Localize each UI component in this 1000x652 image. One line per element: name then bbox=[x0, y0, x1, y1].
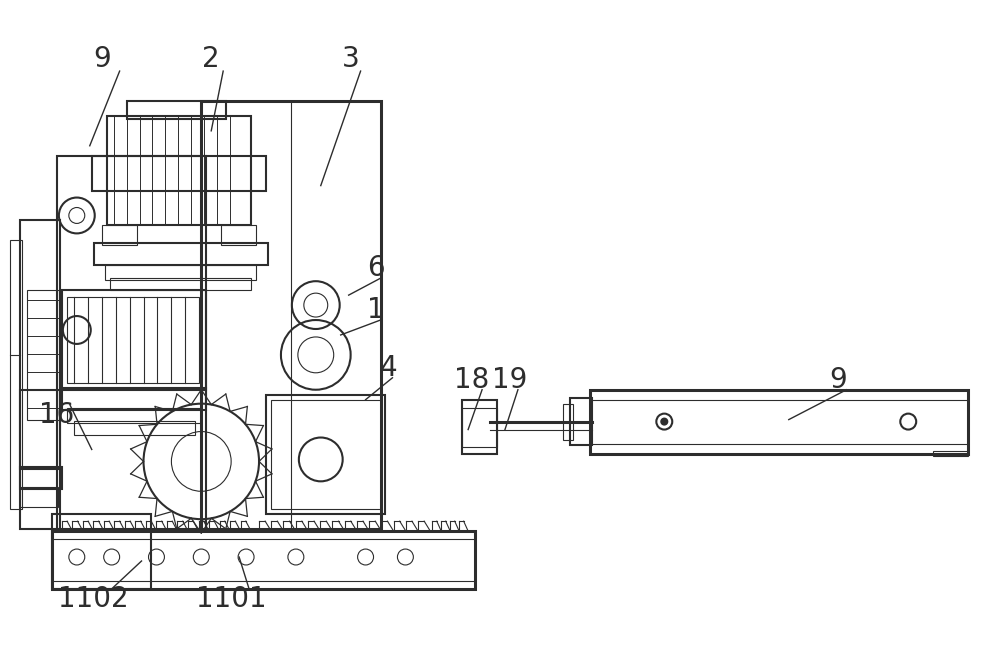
Text: 1102: 1102 bbox=[58, 585, 129, 613]
Bar bbox=[462, 400, 497, 454]
Text: 1101: 1101 bbox=[196, 585, 266, 613]
Text: 6: 6 bbox=[367, 254, 384, 282]
Bar bbox=[933, 451, 968, 456]
Bar bbox=[67, 408, 201, 422]
Bar bbox=[67, 297, 199, 383]
Bar bbox=[590, 390, 968, 454]
Bar bbox=[221, 226, 256, 245]
Bar bbox=[57, 156, 206, 529]
Bar bbox=[271, 400, 381, 509]
Bar bbox=[20, 220, 60, 529]
Bar bbox=[52, 539, 475, 581]
Bar bbox=[20, 487, 58, 507]
Bar bbox=[52, 531, 475, 589]
Text: 18: 18 bbox=[454, 366, 490, 394]
Bar bbox=[107, 116, 251, 226]
Text: 9: 9 bbox=[830, 366, 847, 394]
Bar bbox=[570, 398, 592, 445]
Bar bbox=[266, 394, 385, 514]
Text: 9: 9 bbox=[93, 45, 111, 73]
Bar bbox=[62, 290, 206, 390]
Text: 4: 4 bbox=[380, 354, 397, 382]
Bar bbox=[462, 408, 497, 447]
Text: 3: 3 bbox=[342, 45, 360, 73]
Bar bbox=[563, 404, 573, 439]
Text: 16: 16 bbox=[39, 400, 75, 428]
Bar bbox=[20, 390, 60, 469]
Bar bbox=[10, 241, 22, 509]
Circle shape bbox=[661, 419, 667, 424]
Bar bbox=[92, 156, 266, 190]
Text: 19: 19 bbox=[492, 366, 528, 394]
Bar bbox=[102, 226, 137, 245]
Bar bbox=[74, 421, 195, 434]
Text: 2: 2 bbox=[202, 45, 220, 73]
Bar bbox=[110, 278, 251, 290]
Bar bbox=[201, 101, 381, 529]
Bar bbox=[52, 514, 151, 589]
Bar bbox=[20, 467, 62, 489]
Bar bbox=[105, 265, 256, 280]
Bar bbox=[27, 290, 59, 420]
Text: 1: 1 bbox=[367, 296, 384, 324]
Bar bbox=[127, 101, 226, 119]
Bar bbox=[94, 243, 268, 265]
Bar bbox=[62, 388, 206, 409]
